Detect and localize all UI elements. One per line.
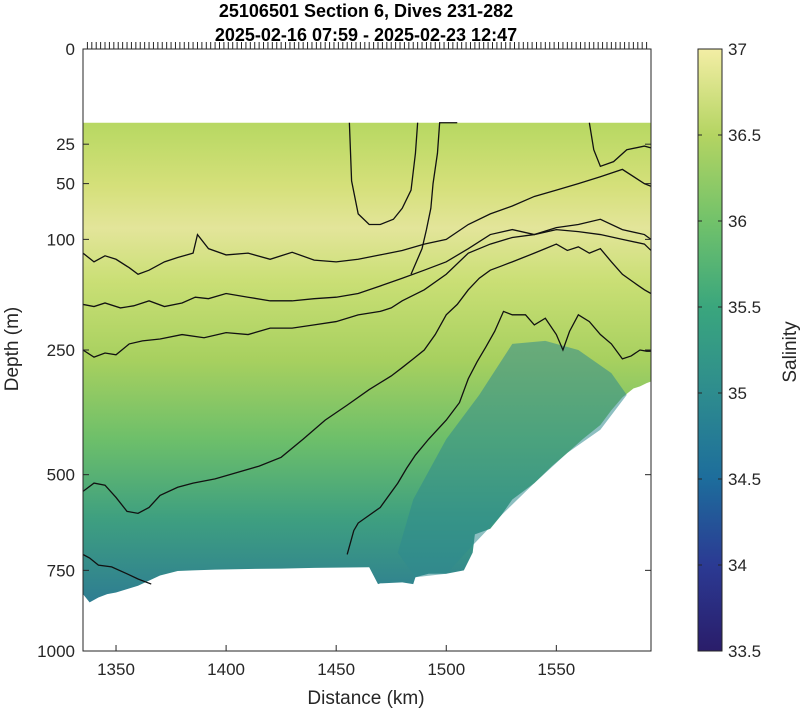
y-tick-label: 500 bbox=[47, 466, 75, 485]
colorbar-tick-label: 34 bbox=[728, 556, 747, 575]
salinity-contour bbox=[83, 168, 651, 275]
colorbar-tick-label: 33.5 bbox=[728, 642, 761, 661]
fresh-core-overlay bbox=[397, 340, 627, 578]
colorbar-tick-label: 35 bbox=[728, 384, 747, 403]
y-tick-label: 250 bbox=[47, 341, 75, 360]
x-tick-label: 1450 bbox=[317, 660, 355, 679]
chart-title-line-1: 25106501 Section 6, Dives 231-282 bbox=[219, 1, 513, 21]
colorbar-tick-label: 37 bbox=[728, 40, 747, 59]
salinity-contour bbox=[83, 553, 152, 585]
plot-area: 0 25 50 100 250 500 750 1000 1350 1400 1450 1500 155… bbox=[37, 40, 652, 679]
salinity-contour bbox=[83, 243, 651, 515]
salinity-contour bbox=[588, 122, 651, 168]
salinity-contour bbox=[348, 122, 419, 226]
x-tick-label: 1500 bbox=[427, 660, 465, 679]
y-axis-label: Depth (m) bbox=[2, 307, 23, 391]
colorbar-tick-label: 36.5 bbox=[728, 126, 761, 145]
salinity-contour bbox=[346, 310, 651, 555]
salinity-contour bbox=[83, 228, 651, 358]
chart-title-line-2: 2025-02-16 07:59 - 2025-02-23 12:47 bbox=[215, 25, 517, 45]
y-tick-label: 100 bbox=[47, 230, 75, 249]
colorbar-label: Salinity bbox=[780, 321, 800, 383]
x-axis-label: Distance (km) bbox=[307, 688, 424, 709]
colorbar-tick-label: 35.5 bbox=[728, 298, 761, 317]
x-tick-label: 1550 bbox=[537, 660, 575, 679]
colorbar: 33.5 34 34.5 35 35.5 36 36.5 37 bbox=[697, 40, 761, 661]
y-tick-label: 25 bbox=[56, 135, 75, 154]
colorbar-tick-label: 34.5 bbox=[728, 470, 761, 489]
y-tick-label: 1000 bbox=[37, 642, 75, 661]
y-tick-label: 0 bbox=[66, 40, 75, 59]
colorbar-tick-label: 36 bbox=[728, 212, 747, 231]
y-tick-label: 750 bbox=[47, 561, 75, 580]
salinity-contour bbox=[83, 218, 651, 309]
field-layer bbox=[83, 122, 651, 603]
salinity-contour bbox=[410, 122, 458, 275]
colorbar-bar bbox=[697, 48, 723, 652]
x-tick-label: 1400 bbox=[207, 660, 245, 679]
x-tick-label: 1350 bbox=[97, 660, 135, 679]
y-tick-label: 50 bbox=[56, 175, 75, 194]
